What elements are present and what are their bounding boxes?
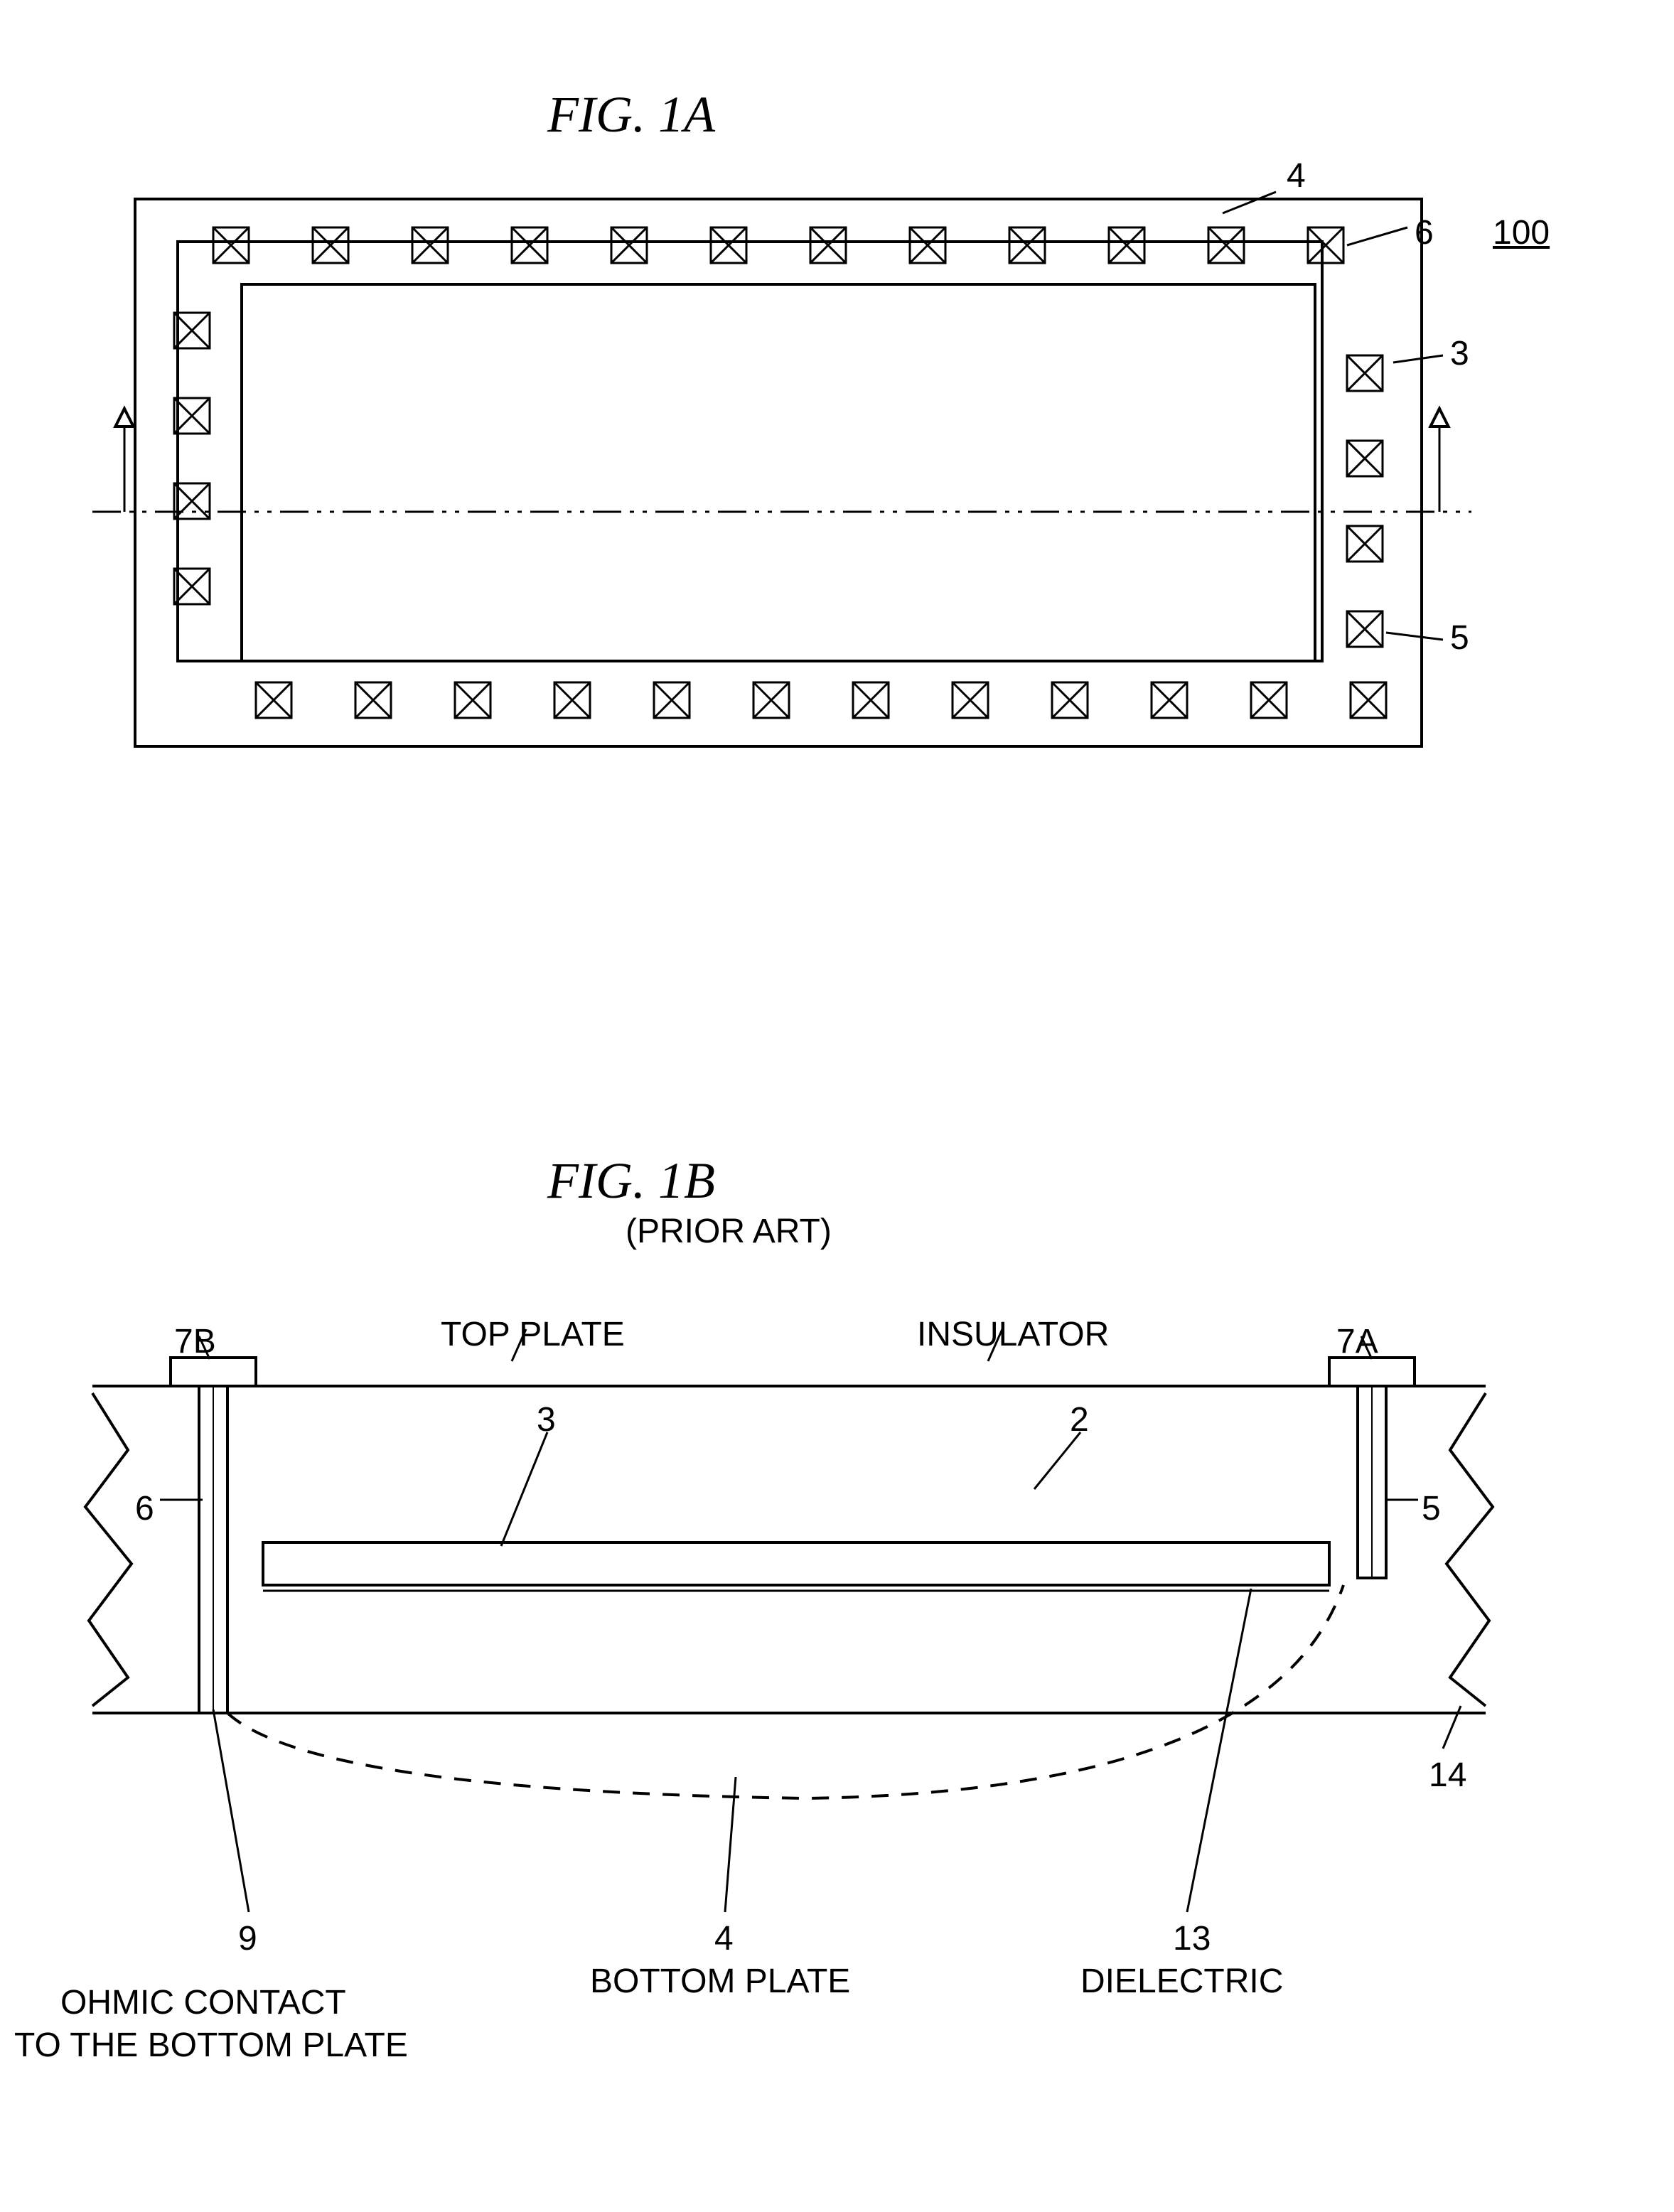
callout-5: 5 — [1422, 1489, 1441, 1528]
callout-13: 13 — [1173, 1919, 1211, 1958]
label-ohmic-contact: OHMIC CONTACT — [60, 1983, 346, 2022]
fig-1a-svg — [0, 0, 1674, 2212]
ref-100: 100 — [1493, 213, 1550, 252]
label-7a: 7A — [1336, 1322, 1378, 1361]
callout-6: 6 — [135, 1489, 154, 1528]
callout-4: 4 — [1287, 156, 1306, 195]
label-top-plate: TOP PLATE — [441, 1315, 625, 1354]
diagram-canvas: FIG. 1A 100 FIG. 1B (PRIOR ART) 4 6 3 5 TOP… — [0, 0, 1674, 2212]
callout-4: 4 — [714, 1919, 734, 1958]
label-dielectric: DIELECTRIC — [1080, 1962, 1283, 2001]
label-to-the-bottom-plate: TO THE BOTTOM PLATE — [14, 2026, 408, 2065]
label-bottom-plate: BOTTOM PLATE — [590, 1962, 850, 2001]
fig-1b-title: FIG. 1B — [547, 1151, 715, 1210]
fig-1a-title: FIG. 1A — [547, 85, 715, 144]
callout-14: 14 — [1429, 1756, 1466, 1795]
callout-9: 9 — [238, 1919, 257, 1958]
callout-2: 2 — [1070, 1400, 1089, 1439]
callout-6: 6 — [1415, 213, 1434, 252]
callout-3: 3 — [1450, 334, 1469, 373]
label-insulator: INSULATOR — [917, 1315, 1109, 1354]
callout-5: 5 — [1450, 618, 1469, 657]
callout-3: 3 — [537, 1400, 556, 1439]
label-7b: 7B — [174, 1322, 216, 1361]
fig-1b-subtitle: (PRIOR ART) — [626, 1212, 832, 1251]
